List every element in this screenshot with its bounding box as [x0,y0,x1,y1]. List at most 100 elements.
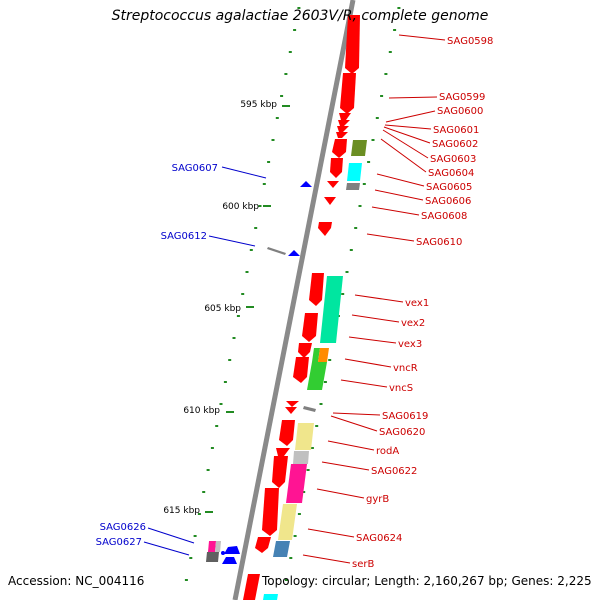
guide-dot [236,315,240,317]
gene-label[interactable]: SAG0627 [96,537,142,548]
guide-dot [354,227,358,229]
gene-label[interactable]: SAG0607 [172,163,218,174]
gene-label[interactable]: SAG0602 [432,139,478,150]
domain-bar-silver [293,451,309,464]
gene-label[interactable]: serB [352,559,374,570]
gene-arrow-rodA[interactable] [279,420,295,446]
guide-dot [397,7,401,9]
guide-dot [302,491,306,493]
guide-dot [241,293,245,295]
gene-arrow-sag0622[interactable] [276,448,290,456]
gene-arrow-vex3[interactable] [298,343,312,358]
guide-dot [223,381,227,383]
genome-summary-text: Topology: circular; Length: 2,160,267 bp… [262,574,592,588]
gene-label[interactable]: SAG0622 [371,466,417,477]
guide-dot [284,73,288,75]
domain-bar-steel [273,541,290,557]
kbp-tick-label: 605 kbp [204,304,241,314]
domain-bar-aquamarine [320,276,343,343]
gene-arrow-sag0608[interactable] [324,197,336,205]
accession-text: Accession: NC_004116 [8,574,145,588]
domain-bar-olive [351,140,367,156]
gene-arrow-sag0604[interactable] [332,139,347,158]
guide-dot [202,491,206,493]
gene-label[interactable]: SAG0626 [100,522,146,533]
gene-arrow-serB[interactable] [255,537,271,553]
map-title: Streptococcus agalactiae 2603V/R, comple… [111,8,489,24]
gene-label[interactable]: gyrB [366,494,389,505]
gene-label[interactable]: vex3 [398,339,422,350]
guide-dot [275,117,279,119]
domain-bar-orange [318,348,329,362]
gene-label[interactable]: SAG0619 [382,411,428,422]
gene-arrow-vncR[interactable] [293,357,309,383]
domain-bar-green [312,348,320,362]
gene-arrow-gyrB[interactable] [272,456,288,488]
guide-dot [271,139,275,141]
gene-label[interactable]: SAG0624 [356,533,402,544]
gene-arrow-sag0600[interactable] [339,113,351,120]
guide-dot [284,579,288,581]
guide-dot [288,51,292,53]
gene-arrow-sag0607[interactable] [300,181,312,187]
gene-label[interactable]: SAG0601 [433,125,479,136]
gene-arrow-vex2[interactable] [302,313,318,342]
gene-label[interactable]: SAG0612 [161,231,207,242]
gene-label[interactable]: vex1 [405,298,429,309]
gene-label[interactable]: SAG0599 [439,92,485,103]
gene-label[interactable]: SAG0598 [447,36,493,47]
gene-arrow-sag0601[interactable] [338,120,350,126]
guide-dot [215,425,219,427]
kbp-tick-label: 600 kbp [222,202,259,212]
gene-marker-sag0627[interactable] [221,551,225,555]
gene-label[interactable]: SAG0620 [379,427,425,438]
gene-label[interactable]: SAG0604 [428,168,474,179]
gene-label[interactable]: SAG0605 [426,182,472,193]
gene-arrow-sag0605[interactable] [330,158,343,178]
gene-label[interactable]: SAG0610 [416,237,462,248]
gene-label[interactable]: SAG0600 [437,106,483,117]
gene-arrow-sag0619-grey[interactable] [303,406,316,412]
gene-label[interactable]: vncR [393,363,418,374]
gene-arrow-sag0603[interactable] [336,132,348,138]
guide-dot [262,183,266,185]
guide-dot [358,205,362,207]
gene-label[interactable]: SAG0606 [425,196,471,207]
gene-arrow-sag0620[interactable] [285,407,297,414]
gene-label[interactable]: vex2 [401,318,425,329]
guide-dot [210,447,214,449]
gene-arrow-bottom[interactable] [243,574,260,600]
gene-arrow-sag0610[interactable] [318,222,332,236]
domain-bar-cyan [347,163,362,181]
guide-dot [206,469,210,471]
gene-arrow-sag0626-silver[interactable] [215,541,221,552]
guide-dot [197,513,201,515]
gene-arrow-sag0627-grey[interactable] [206,552,219,562]
gene-arrow-sag0624[interactable] [262,488,279,536]
gene-arrow-sag0626-blue-1[interactable] [224,546,240,554]
gene-arrow-sag0619[interactable] [286,401,299,407]
guide-dot [306,469,310,471]
gene-arrow-sag0606[interactable] [327,181,339,188]
gene-arrow-sag0626-pink[interactable] [208,541,216,552]
gene-arrow-sag0602[interactable] [337,126,349,132]
guide-dot [249,249,253,251]
guide-dot [323,381,327,383]
guide-dot [297,513,301,515]
guide-dot [341,293,345,295]
gene-label[interactable]: SAG0608 [421,211,467,222]
gene-arrow-sag0598[interactable] [345,15,360,74]
gene-label[interactable]: rodA [376,446,399,457]
gene-arrow-sag0627-blue-2[interactable] [222,557,237,564]
gene-arrow-sag0599[interactable] [340,73,356,114]
gene-arrow-sag0612-a[interactable] [267,247,286,255]
gene-arrow-sag0612-b[interactable] [288,250,300,256]
gene-labels: SAG0598 SAG0599 SAG0600 SAG0601 SAG0602 … [96,36,494,570]
gene-label[interactable]: SAG0603 [430,154,476,165]
gene-arrow-vex1[interactable] [309,273,324,306]
genome-backbone [232,0,356,600]
kbp-ticks: 595 kbp 600 kbp 605 kbp 610 kbp 615 kbp [163,100,290,516]
guide-dot [362,183,366,185]
gene-label[interactable]: vncS [389,383,413,394]
guide-dot [245,271,249,273]
